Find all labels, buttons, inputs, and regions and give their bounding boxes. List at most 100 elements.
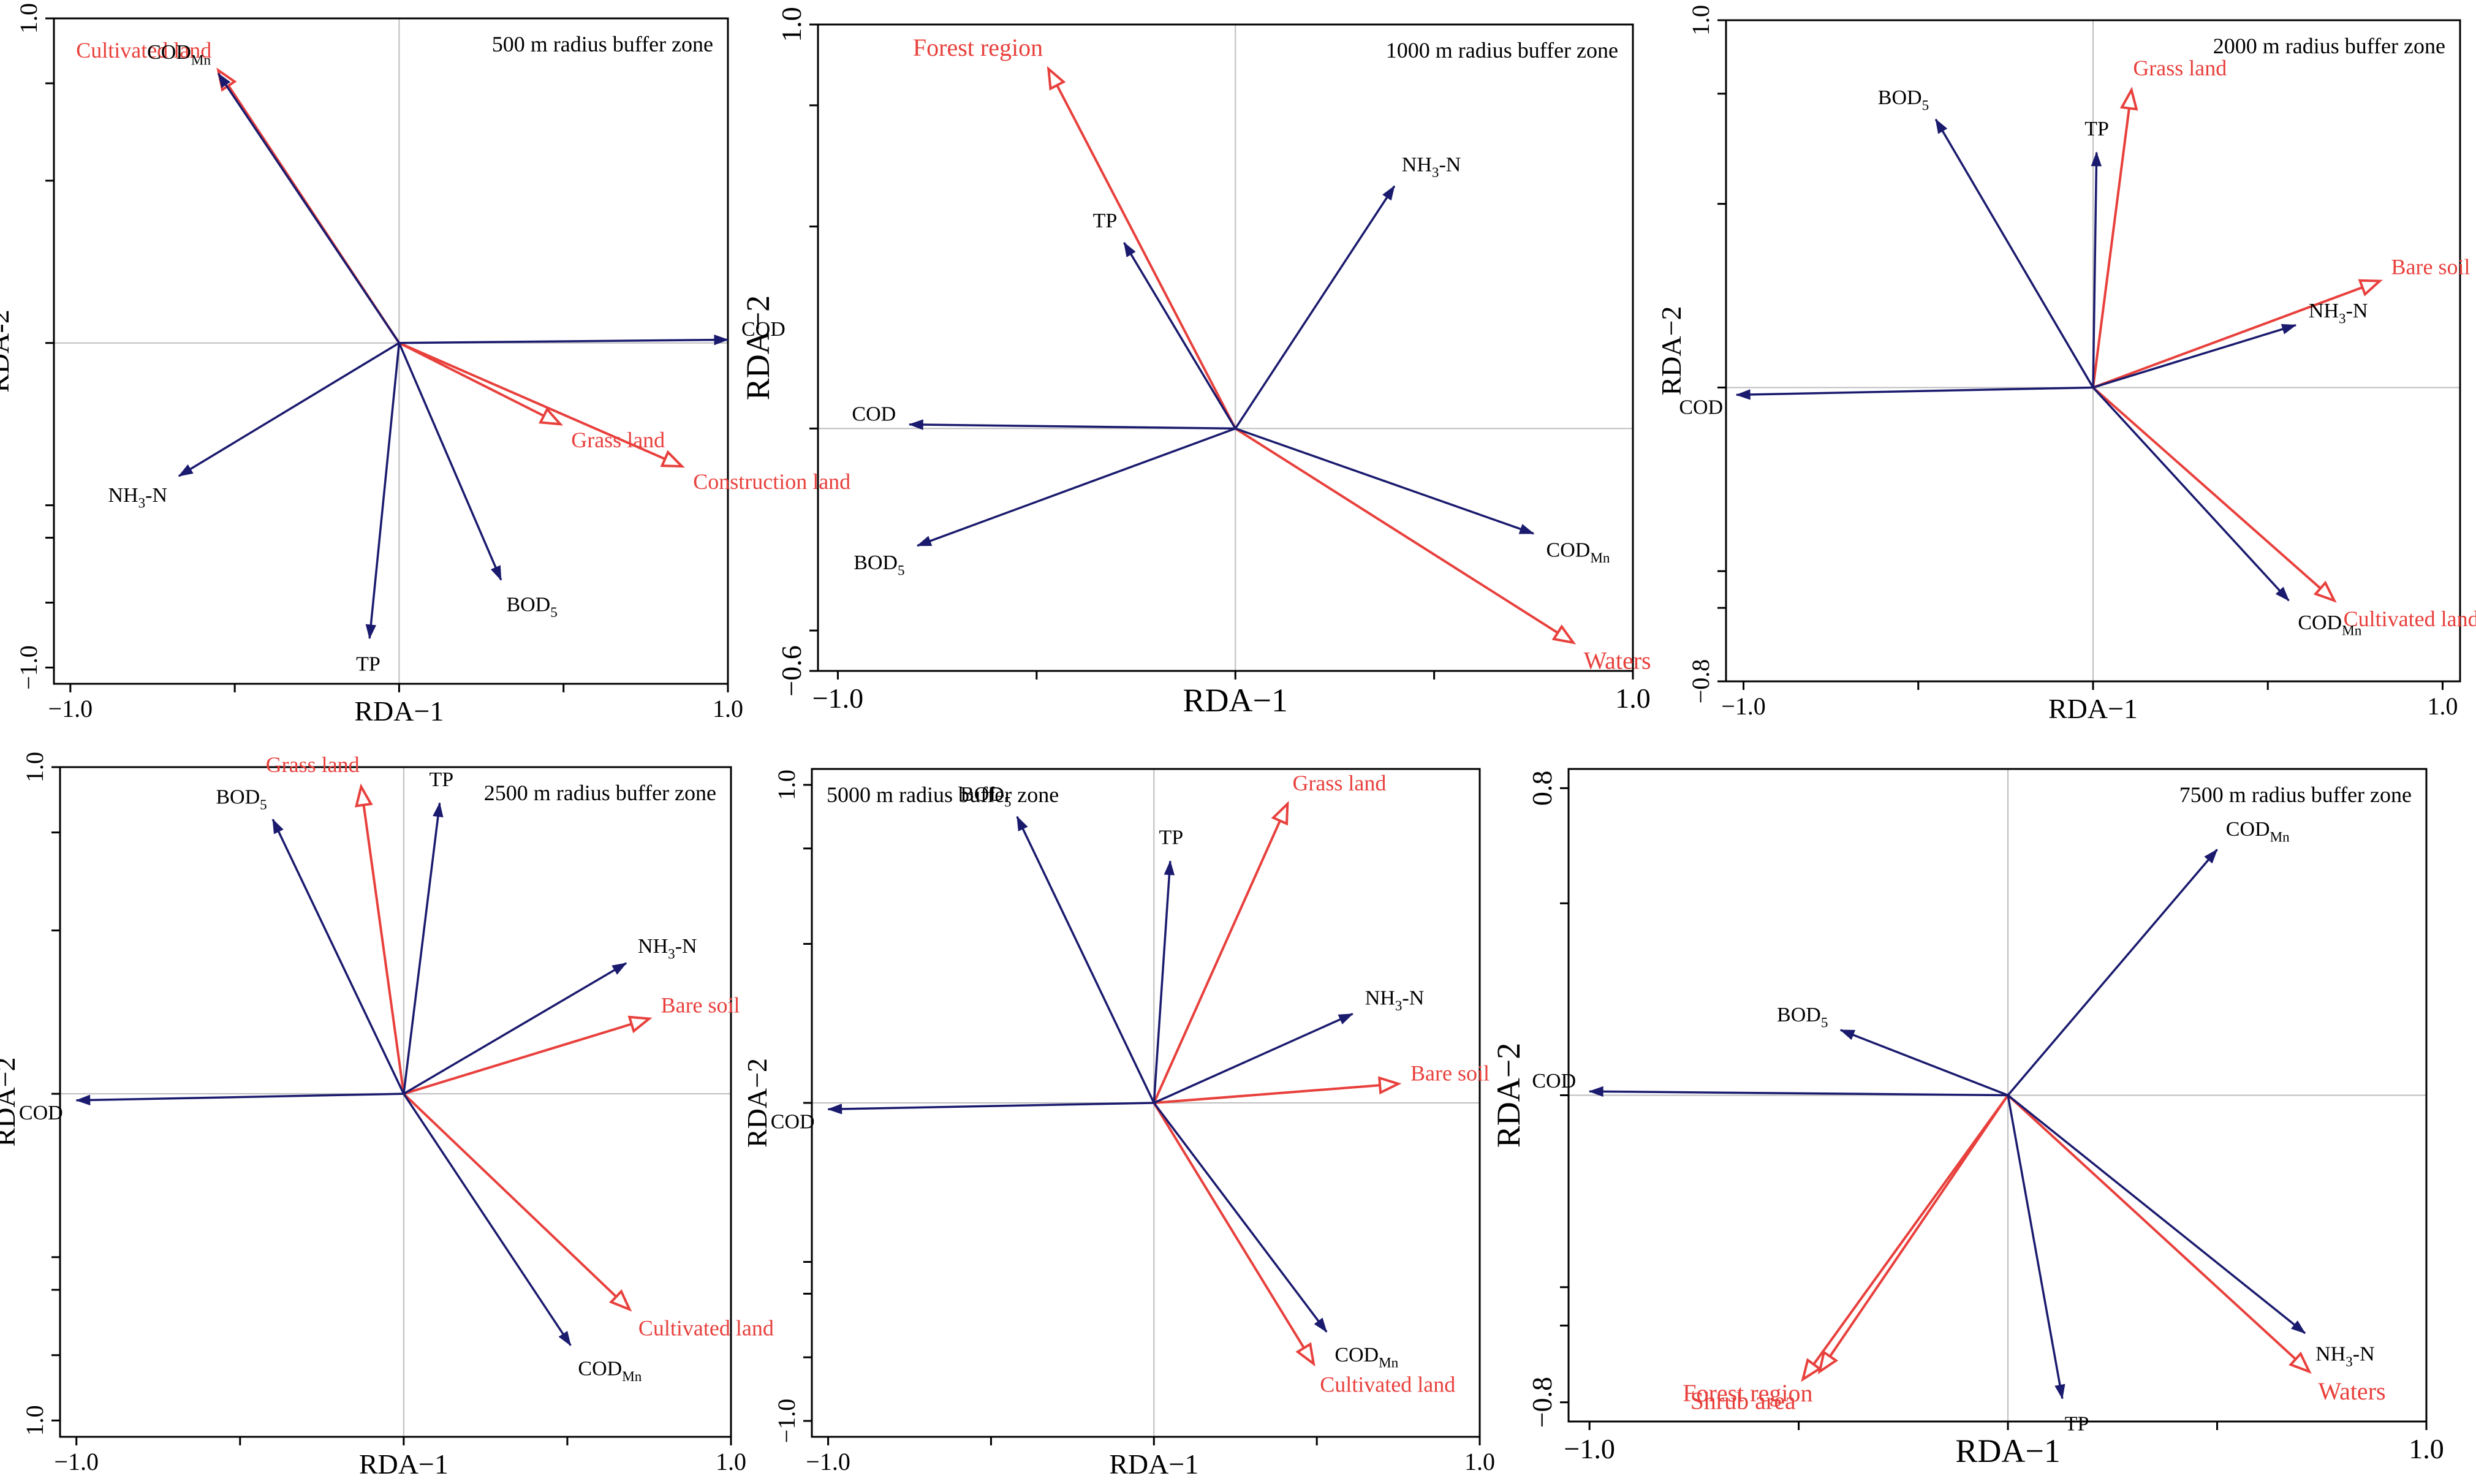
response-arrow bbox=[217, 73, 400, 344]
explanatory-arrow bbox=[398, 341, 561, 425]
x-axis-label: RDA−1 bbox=[354, 695, 444, 727]
explanatory-arrowhead bbox=[1047, 66, 1066, 91]
y-axis-label: RDA−2 bbox=[0, 1057, 21, 1146]
response-arrow bbox=[917, 427, 1236, 547]
plot-frame bbox=[817, 23, 1634, 672]
explanatory-arrow bbox=[1047, 68, 1236, 430]
response-arrowhead bbox=[490, 565, 502, 581]
response-label: NH3-N bbox=[2315, 1342, 2375, 1370]
explanatory-arrowhead bbox=[539, 407, 564, 426]
response-arrowhead bbox=[1382, 185, 1395, 201]
response-label: NH3-N bbox=[1365, 987, 1425, 1015]
y-axis-label: RDA−2 bbox=[1656, 306, 1687, 395]
explanatory-label: Cultivated land bbox=[76, 38, 211, 62]
response-arrowhead bbox=[1338, 1013, 1353, 1024]
response-label: COD bbox=[852, 403, 896, 426]
explanatory-arrowhead bbox=[2289, 1351, 2312, 1374]
explanatory-arrow bbox=[1801, 1094, 2009, 1380]
explanatory-label: Forest region bbox=[1683, 1379, 1812, 1407]
response-label: NH3-N bbox=[108, 484, 168, 512]
rda-panel-3: −1.0 1.0 −0.8 1.0 RDA−1 RDA−2 2000 m radius bu… bbox=[1656, 5, 2476, 724]
explanatory-label: Grass land bbox=[2133, 56, 2227, 80]
x-axis-label: RDA−1 bbox=[1955, 1433, 2060, 1469]
response-arrowhead bbox=[75, 1094, 91, 1106]
y-axis-label: RDA−2 bbox=[740, 295, 776, 400]
response-label: CODMn bbox=[147, 41, 211, 69]
explanatory-arrowhead bbox=[660, 450, 685, 468]
response-arrowhead bbox=[1164, 860, 1175, 876]
y-tick-label: −1.0 bbox=[15, 645, 42, 690]
panel-title: 2000 m radius buffer zone bbox=[2213, 34, 2445, 58]
explanatory-arrowhead bbox=[1817, 1350, 1839, 1375]
explanatory-arrow bbox=[2092, 386, 2335, 602]
y-tick-label: −0.8 bbox=[1526, 1377, 1558, 1428]
y-axis-label: RDA−2 bbox=[741, 1058, 773, 1148]
explanatory-arrowhead bbox=[627, 1015, 653, 1034]
response-label: BOD5 bbox=[506, 593, 557, 621]
response-arrow bbox=[2092, 324, 2296, 389]
response-arrowhead bbox=[178, 464, 194, 477]
response-arrow bbox=[271, 819, 405, 1094]
response-arrowhead bbox=[558, 1331, 572, 1346]
response-arrow bbox=[1234, 185, 1396, 430]
explanatory-label: Grass land bbox=[1292, 771, 1386, 795]
response-arrowhead bbox=[272, 818, 284, 835]
explanatory-arrowhead bbox=[1271, 801, 1289, 826]
response-arrowhead bbox=[2054, 1384, 2065, 1399]
response-arrowhead bbox=[218, 72, 231, 88]
explanatory-arrow bbox=[1154, 1082, 1399, 1104]
response-label: BOD5 bbox=[854, 551, 904, 579]
response-arrowhead bbox=[2204, 849, 2218, 864]
y-tick-label: −0.8 bbox=[1687, 659, 1714, 704]
response-arrow bbox=[403, 803, 441, 1094]
response-arrow bbox=[909, 423, 1236, 430]
rda-panel-2: −1.0 1.0 −0.6 1.0 RDA−1 RDA−2 1000 m radius bu… bbox=[740, 7, 1651, 719]
explanatory-arrowhead bbox=[1295, 1342, 1316, 1367]
response-label: TP bbox=[2065, 1413, 2089, 1436]
response-label: COD bbox=[771, 1110, 815, 1133]
x-axis-label: RDA−1 bbox=[359, 1448, 449, 1480]
response-arrow bbox=[368, 343, 401, 639]
y-axis-label: RDA-2 bbox=[0, 309, 15, 392]
panel-title: 500 m radius buffer zone bbox=[492, 32, 713, 56]
response-arrow bbox=[398, 343, 502, 581]
explanatory-arrowhead bbox=[354, 783, 373, 808]
response-label: BOD5 bbox=[1777, 1004, 1828, 1031]
x-tick-label: −1.0 bbox=[1564, 1433, 1615, 1464]
y-tick-label: 1.0 bbox=[773, 770, 800, 800]
y-tick-label: 1.0 bbox=[776, 7, 807, 42]
response-label: TP bbox=[356, 653, 380, 675]
explanatory-arrow bbox=[398, 341, 683, 468]
response-label: BOD5 bbox=[960, 783, 1011, 811]
explanatory-label: Forest region bbox=[913, 34, 1043, 61]
response-label: BOD5 bbox=[216, 786, 267, 813]
response-arrowhead bbox=[1314, 1317, 1327, 1333]
y-tick-label: 1.0 bbox=[21, 1405, 48, 1436]
response-arrow bbox=[2007, 849, 2218, 1096]
response-arrow bbox=[828, 1102, 1154, 1111]
response-arrowhead bbox=[1017, 816, 1028, 831]
y-tick-label: 1.0 bbox=[21, 752, 48, 782]
response-label: COD bbox=[1679, 396, 1723, 418]
panel-title: 7500 m radius buffer zone bbox=[2179, 782, 2412, 807]
explanatory-label: Bare soil bbox=[2391, 255, 2470, 279]
explanatory-label: Grass land bbox=[266, 752, 360, 777]
response-arrowhead bbox=[2275, 586, 2290, 602]
response-label: NH3-N bbox=[2309, 300, 2368, 327]
response-label: TP bbox=[1159, 827, 1184, 849]
x-axis-label: RDA−1 bbox=[2048, 693, 2138, 724]
response-arrowhead bbox=[1588, 1086, 1603, 1097]
response-label: COD bbox=[1532, 1070, 1576, 1092]
response-arrowhead bbox=[1518, 524, 1535, 534]
response-arrowhead bbox=[916, 536, 933, 547]
explanatory-label: Bare soil bbox=[661, 993, 740, 1018]
response-arrow bbox=[1123, 242, 1236, 430]
response-arrow bbox=[1153, 861, 1172, 1104]
response-label: CODMn bbox=[578, 1358, 642, 1385]
rda-panel-6: −1.0 1.0 −0.8 0.8 RDA−1 RDA−2 7500 m radius bu… bbox=[1490, 768, 2444, 1469]
explanatory-arrow bbox=[2007, 1094, 2311, 1373]
response-arrow bbox=[1153, 1013, 1353, 1104]
response-arrow bbox=[1016, 816, 1155, 1104]
